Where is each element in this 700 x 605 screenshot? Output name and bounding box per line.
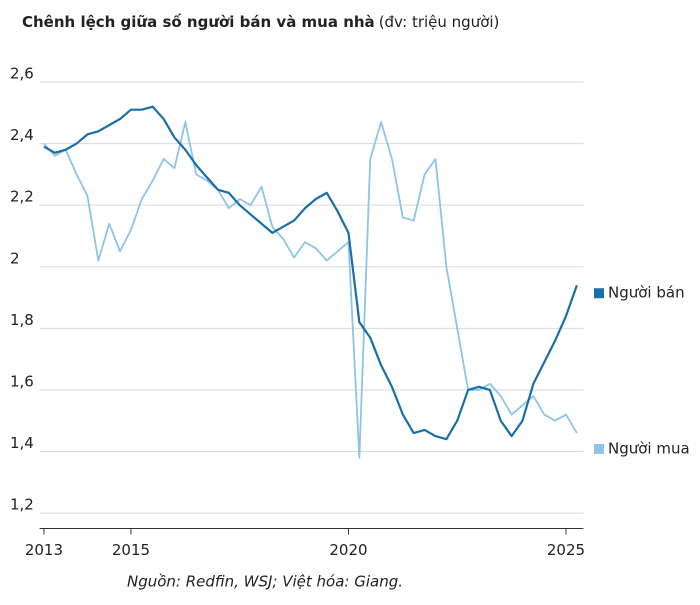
legend-swatch <box>594 288 604 299</box>
x-tick-label: 2013 <box>25 541 63 559</box>
legend-label: Người bán <box>608 284 685 302</box>
y-tick-label: 1,6 <box>10 372 34 390</box>
y-tick-label: 2 <box>10 249 20 267</box>
x-tick-label: 2025 <box>547 541 585 559</box>
x-tick-label: 2015 <box>112 541 150 559</box>
legend-label: Người mua <box>608 440 690 458</box>
chart-title: Chênh lệch giữa số người bán và mua nhà(… <box>22 12 499 31</box>
legend-swatch <box>594 444 604 455</box>
y-tick-label: 1,2 <box>10 496 34 514</box>
x-tick-label: 2020 <box>329 541 367 559</box>
source: Nguồn: Redfin, WSJ; Việt hóa: Giang. <box>127 573 403 591</box>
series-line <box>43 121 578 459</box>
y-tick-label: 1,4 <box>10 434 34 452</box>
series-line <box>43 105 578 441</box>
y-tick-label: 1,8 <box>10 311 34 329</box>
y-tick-label: 2,2 <box>10 188 34 206</box>
y-tick-label: 2,4 <box>10 126 34 144</box>
title: Chênh lệch giữa số người bán và mua nhà <box>22 12 375 31</box>
subtitle: (đv: triệu người) <box>379 13 500 31</box>
y-tick-label: 2,6 <box>10 65 34 83</box>
